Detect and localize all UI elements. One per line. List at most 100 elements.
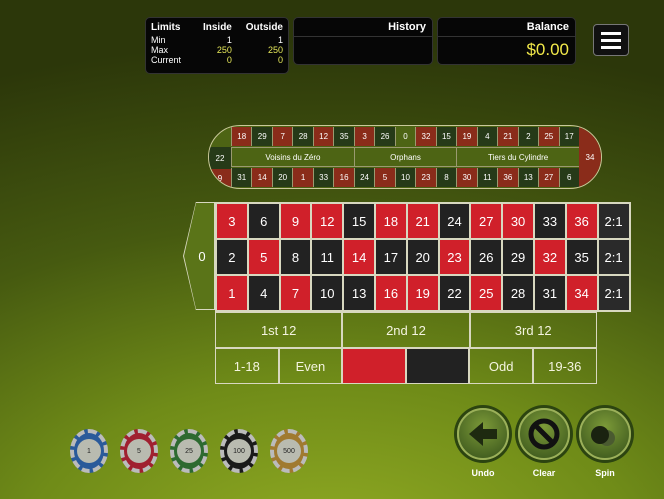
number-cell-16[interactable]: 16	[374, 275, 407, 311]
number-cell-19[interactable]: 19	[406, 275, 439, 311]
racetrack-number-20[interactable]: 20	[271, 168, 293, 187]
number-cell-13[interactable]: 13	[343, 275, 375, 311]
racetrack-number-15[interactable]: 15	[435, 127, 457, 146]
dozen-3[interactable]: 3rd 12	[469, 312, 597, 348]
chip-5[interactable]: 5	[120, 429, 158, 473]
racetrack-number-36[interactable]: 36	[497, 168, 518, 187]
section-tiers[interactable]: Tiers du Cylindre	[456, 148, 579, 166]
number-cell-24[interactable]: 24	[438, 203, 471, 239]
racetrack-number-11[interactable]: 11	[476, 168, 498, 187]
racetrack-number-27[interactable]: 27	[538, 168, 559, 187]
number-cell-23[interactable]: 23	[438, 239, 471, 275]
racetrack-number-12[interactable]: 12	[312, 127, 334, 146]
racetrack-number-21[interactable]: 21	[497, 127, 518, 146]
chip-value: 25	[177, 439, 201, 463]
bet-even[interactable]: Even	[278, 348, 343, 384]
racetrack-number-17[interactable]: 17	[558, 127, 579, 146]
chip-500[interactable]: 500	[270, 429, 308, 473]
number-cell-9[interactable]: 9	[279, 203, 312, 239]
bet-red[interactable]	[342, 348, 406, 384]
number-cell-22[interactable]: 22	[438, 275, 471, 311]
column-bet-2[interactable]: 2:1	[597, 239, 630, 275]
bet-black[interactable]	[405, 348, 470, 384]
number-cell-35[interactable]: 35	[565, 239, 598, 275]
racetrack-number-7[interactable]: 7	[271, 127, 293, 146]
racetrack-number-25[interactable]: 25	[538, 127, 559, 146]
number-cell-20[interactable]: 20	[406, 239, 439, 275]
number-cell-4[interactable]: 4	[247, 275, 280, 311]
racetrack-number-28[interactable]: 28	[292, 127, 313, 146]
number-cell-32[interactable]: 32	[533, 239, 566, 275]
number-cell-33[interactable]: 33	[533, 203, 566, 239]
number-cell-3[interactable]: 3	[216, 203, 248, 239]
racetrack-number-8[interactable]: 8	[435, 168, 457, 187]
number-cell-25[interactable]: 25	[470, 275, 503, 311]
zero-cell[interactable]: 0	[183, 202, 215, 310]
racetrack-number-30[interactable]: 30	[456, 168, 477, 187]
section-voisins[interactable]: Voisins du Zéro	[231, 148, 354, 166]
racetrack-number-33[interactable]: 33	[312, 168, 334, 187]
number-cell-11[interactable]: 11	[311, 239, 344, 275]
racetrack-number-9[interactable]: 9	[209, 169, 231, 188]
racetrack-number-29[interactable]: 29	[251, 127, 272, 146]
spin-button[interactable]	[579, 408, 631, 460]
racetrack-number-16[interactable]: 16	[333, 168, 354, 187]
bet-1-18[interactable]: 1-18	[215, 348, 279, 384]
number-cell-12[interactable]: 12	[311, 203, 344, 239]
chip-1[interactable]: 1	[70, 429, 108, 473]
racetrack-right[interactable]: 34	[579, 126, 601, 188]
racetrack-number-1[interactable]: 1	[292, 168, 313, 187]
number-cell-29[interactable]: 29	[502, 239, 534, 275]
racetrack-number-24[interactable]: 24	[353, 168, 375, 187]
racetrack-number-18[interactable]: 18	[231, 127, 252, 146]
racetrack-number-32[interactable]: 32	[415, 127, 436, 146]
racetrack-number-23[interactable]: 23	[415, 168, 436, 187]
chip-25[interactable]: 25	[170, 429, 208, 473]
racetrack[interactable]: 22 34 18 29 7 28 12 35 3 26 0 32 15 19 4 21 2 25 17 Vois…	[208, 125, 602, 189]
number-cell-2[interactable]: 2	[216, 239, 248, 275]
number-cell-15[interactable]: 15	[343, 203, 375, 239]
number-cell-7[interactable]: 7	[279, 275, 312, 311]
clear-button[interactable]	[518, 408, 570, 460]
dozen-2[interactable]: 2nd 12	[342, 312, 470, 348]
racetrack-number-26[interactable]: 26	[374, 127, 395, 146]
racetrack-number-0[interactable]: 0	[394, 127, 416, 146]
number-cell-8[interactable]: 8	[279, 239, 312, 275]
section-orphans[interactable]: Orphans	[353, 148, 456, 166]
racetrack-number-35[interactable]: 35	[333, 127, 354, 146]
number-cell-28[interactable]: 28	[502, 275, 534, 311]
number-cell-14[interactable]: 14	[343, 239, 375, 275]
racetrack-number-5[interactable]: 5	[374, 168, 395, 187]
racetrack-number-19[interactable]: 19	[456, 127, 477, 146]
number-cell-30[interactable]: 30	[502, 203, 534, 239]
racetrack-number-31[interactable]: 31	[231, 168, 252, 187]
racetrack-left[interactable]: 22	[209, 147, 231, 169]
chip-100[interactable]: 100	[220, 429, 258, 473]
menu-button[interactable]	[593, 24, 629, 56]
number-cell-34[interactable]: 34	[565, 275, 598, 311]
racetrack-number-6[interactable]: 6	[558, 168, 579, 187]
bet-odd[interactable]: Odd	[469, 348, 533, 384]
racetrack-number-2[interactable]: 2	[517, 127, 539, 146]
number-cell-17[interactable]: 17	[374, 239, 407, 275]
number-cell-1[interactable]: 1	[216, 275, 248, 311]
number-cell-10[interactable]: 10	[311, 275, 344, 311]
number-cell-6[interactable]: 6	[247, 203, 280, 239]
column-bet-3[interactable]: 2:1	[597, 275, 630, 311]
number-cell-26[interactable]: 26	[470, 239, 503, 275]
racetrack-number-4[interactable]: 4	[476, 127, 498, 146]
undo-button[interactable]	[457, 408, 509, 460]
racetrack-number-13[interactable]: 13	[517, 168, 539, 187]
number-cell-21[interactable]: 21	[406, 203, 439, 239]
number-cell-27[interactable]: 27	[470, 203, 503, 239]
column-bet-1[interactable]: 2:1	[597, 203, 630, 239]
number-cell-36[interactable]: 36	[565, 203, 598, 239]
racetrack-number-3[interactable]: 3	[353, 127, 375, 146]
racetrack-number-10[interactable]: 10	[394, 168, 416, 187]
number-cell-18[interactable]: 18	[374, 203, 407, 239]
number-cell-31[interactable]: 31	[533, 275, 566, 311]
dozen-1[interactable]: 1st 12	[215, 312, 343, 348]
racetrack-number-14[interactable]: 14	[251, 168, 272, 187]
bet-19-36[interactable]: 19-36	[532, 348, 597, 384]
number-cell-5[interactable]: 5	[247, 239, 280, 275]
